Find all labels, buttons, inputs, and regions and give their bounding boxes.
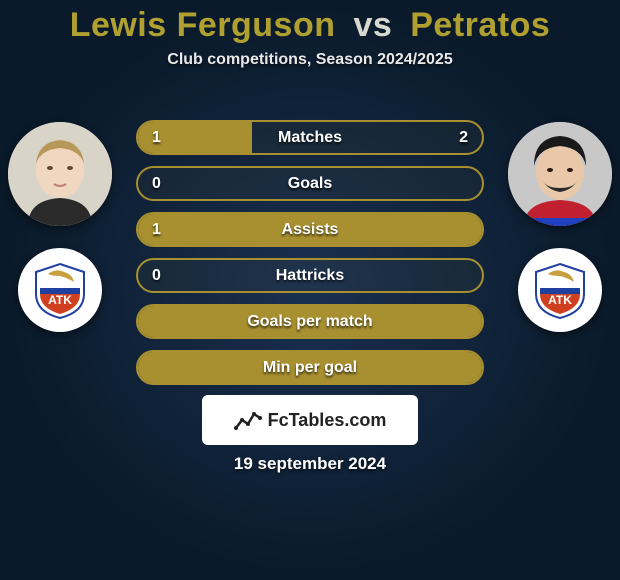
title-player1: Lewis Ferguson xyxy=(70,6,336,44)
stat-label: Goals xyxy=(138,168,482,199)
left-avatars-column: ATK xyxy=(8,122,112,332)
stat-label: Matches xyxy=(138,122,482,153)
branding-badge[interactable]: FcTables.com xyxy=(202,395,418,445)
stat-bar-assists: 1Assists xyxy=(136,212,484,247)
stats-bars: 12Matches 0Goals 1Assists 0Hattricks Goals p… xyxy=(136,120,484,385)
page-title: Lewis Ferguson vs Petratos xyxy=(0,0,620,45)
stat-label: Assists xyxy=(138,214,482,245)
stat-bar-goals-per-match: Goals per match xyxy=(136,304,484,339)
title-vs: vs xyxy=(353,6,392,44)
stat-bar-hattricks: 0Hattricks xyxy=(136,258,484,293)
atk-shield-icon: ATK xyxy=(530,260,590,320)
title-player2: Petratos xyxy=(410,6,550,44)
svg-text:ATK: ATK xyxy=(548,293,572,307)
svg-text:ATK: ATK xyxy=(48,293,72,307)
comparison-date: 19 september 2024 xyxy=(0,454,620,474)
fctables-logo-icon xyxy=(234,408,262,432)
stat-label: Min per goal xyxy=(138,352,482,383)
atk-shield-icon: ATK xyxy=(30,260,90,320)
player1-avatar xyxy=(8,122,112,226)
stat-label: Goals per match xyxy=(138,306,482,337)
stat-bar-matches: 12Matches xyxy=(136,120,484,155)
stat-bar-goals: 0Goals xyxy=(136,166,484,201)
right-avatars-column: ATK xyxy=(508,122,612,332)
subtitle: Club competitions, Season 2024/2025 xyxy=(0,51,620,69)
person-light-hair-icon xyxy=(8,122,112,226)
player2-avatar xyxy=(508,122,612,226)
stat-label: Hattricks xyxy=(138,260,482,291)
stat-bar-min-per-goal: Min per goal xyxy=(136,350,484,385)
player2-club-badge: ATK xyxy=(518,248,602,332)
comparison-card: Lewis Ferguson vs Petratos Club competit… xyxy=(0,0,620,580)
player1-club-badge: ATK xyxy=(18,248,102,332)
person-dark-hair-icon xyxy=(508,122,612,226)
branding-text: FcTables.com xyxy=(268,410,387,431)
